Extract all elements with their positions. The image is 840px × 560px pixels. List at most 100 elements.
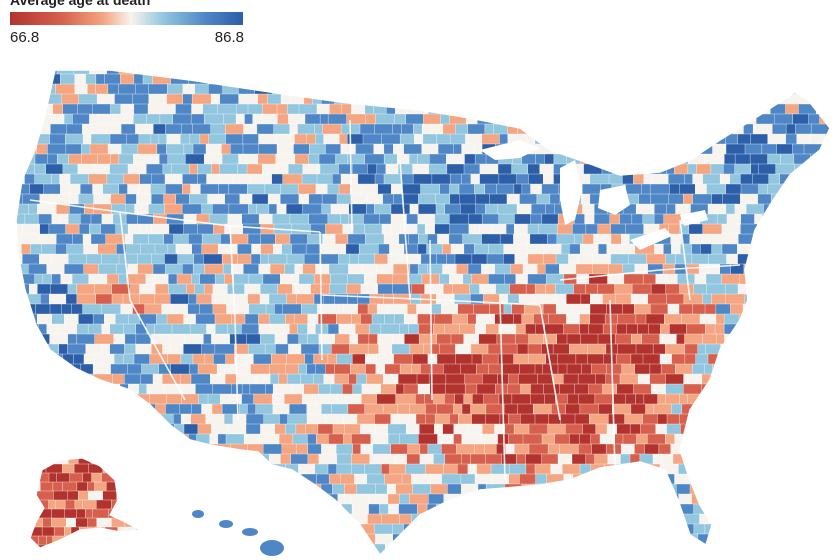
- contiguous-us-county: [770, 363, 783, 375]
- contiguous-us-county: [355, 143, 374, 155]
- alaska-county: [102, 490, 117, 501]
- contiguous-us-county: [592, 263, 609, 275]
- contiguous-us-county: [759, 323, 779, 335]
- contiguous-us-county: [311, 523, 329, 535]
- contiguous-us-county: [806, 543, 824, 555]
- contiguous-us-county: [156, 313, 168, 325]
- contiguous-us-county: [418, 433, 438, 445]
- contiguous-us-county: [269, 263, 286, 275]
- contiguous-us-county: [214, 343, 235, 355]
- contiguous-us-county: [441, 473, 462, 485]
- contiguous-us-county: [720, 73, 732, 85]
- contiguous-us-county: [241, 393, 254, 405]
- contiguous-us-county: [750, 463, 766, 475]
- contiguous-us-county: [531, 203, 546, 215]
- contiguous-us-county: [82, 303, 102, 315]
- contiguous-us-county: [723, 463, 744, 475]
- contiguous-us-county: [448, 233, 463, 245]
- contiguous-us-county: [62, 103, 78, 115]
- contiguous-us-county: [43, 423, 53, 435]
- contiguous-us-county: [476, 383, 496, 395]
- contiguous-us-county: [573, 233, 584, 245]
- contiguous-us-county: [833, 534, 840, 544]
- contiguous-us-county: [821, 423, 830, 435]
- contiguous-us-county: [641, 83, 652, 95]
- contiguous-us-county: [318, 383, 331, 395]
- contiguous-us-county: [330, 203, 350, 215]
- contiguous-us-county: [678, 73, 688, 85]
- contiguous-us-county: [428, 163, 448, 175]
- contiguous-us-county: [508, 73, 527, 85]
- contiguous-us-county: [530, 183, 542, 195]
- contiguous-us-county: [769, 393, 783, 405]
- contiguous-us-county: [159, 153, 169, 165]
- contiguous-us-county: [645, 543, 664, 555]
- contiguous-us-county: [150, 543, 166, 555]
- contiguous-us-county: [649, 373, 666, 385]
- contiguous-us-county: [310, 73, 328, 85]
- contiguous-us-county: [297, 543, 314, 555]
- contiguous-us-county: [513, 353, 529, 365]
- contiguous-us-county: [743, 363, 755, 375]
- contiguous-us-county: [222, 263, 232, 275]
- contiguous-us-county: [176, 523, 185, 535]
- contiguous-us-county: [327, 83, 345, 95]
- contiguous-us-county: [786, 473, 801, 485]
- contiguous-us-county: [92, 123, 107, 135]
- contiguous-us-county: [106, 173, 124, 185]
- contiguous-us-county: [289, 213, 310, 225]
- contiguous-us-county: [387, 493, 400, 505]
- contiguous-us-county: [706, 103, 723, 115]
- alaska-county: [87, 481, 95, 492]
- contiguous-us-county: [28, 413, 49, 425]
- contiguous-us-county: [645, 523, 660, 535]
- contiguous-us-county: [757, 193, 772, 205]
- contiguous-us-county: [235, 483, 254, 495]
- contiguous-us-county: [374, 413, 392, 425]
- contiguous-us-county: [511, 523, 527, 535]
- contiguous-us-county: [770, 103, 786, 115]
- contiguous-us-county: [17, 70, 30, 75]
- contiguous-us-county: [360, 313, 373, 325]
- contiguous-us-county: [542, 113, 554, 125]
- contiguous-us-county: [463, 333, 480, 345]
- contiguous-us-county: [616, 323, 627, 335]
- alaska-county: [52, 481, 64, 492]
- contiguous-us-county: [786, 203, 804, 215]
- contiguous-us-county: [27, 123, 41, 135]
- contiguous-us-county: [135, 123, 154, 135]
- contiguous-us-county: [258, 133, 277, 145]
- contiguous-us-county: [154, 243, 169, 255]
- contiguous-us-county: [72, 383, 86, 395]
- contiguous-us-county: [460, 473, 476, 485]
- contiguous-us-county: [461, 523, 479, 535]
- contiguous-us-county: [386, 483, 396, 495]
- contiguous-us-county: [452, 313, 468, 325]
- contiguous-us-county: [692, 303, 706, 315]
- contiguous-us-county: [828, 233, 830, 245]
- contiguous-us-county: [565, 553, 577, 555]
- contiguous-us-county: [700, 243, 713, 255]
- contiguous-us-county: [356, 73, 373, 85]
- contiguous-us-county: [422, 533, 437, 545]
- contiguous-us-county: [45, 403, 64, 415]
- contiguous-us-county: [778, 513, 797, 525]
- contiguous-us-county: [242, 70, 262, 75]
- contiguous-us-county: [531, 93, 550, 105]
- contiguous-us-county: [545, 353, 558, 365]
- contiguous-us-county: [165, 123, 183, 135]
- contiguous-us-county: [141, 413, 157, 425]
- alaska-county: [78, 490, 89, 501]
- contiguous-us-county: [756, 93, 774, 105]
- contiguous-us-county: [253, 483, 263, 495]
- contiguous-us-county: [212, 283, 228, 295]
- contiguous-us-county: [508, 433, 524, 445]
- contiguous-us-county: [152, 373, 163, 385]
- contiguous-us-county: [436, 333, 452, 345]
- contiguous-us-county: [642, 413, 658, 425]
- contiguous-us-county: [341, 103, 352, 115]
- contiguous-us-county: [668, 193, 684, 205]
- contiguous-us-county: [288, 163, 304, 175]
- contiguous-us-county: [266, 523, 283, 535]
- contiguous-us-county: [175, 193, 190, 205]
